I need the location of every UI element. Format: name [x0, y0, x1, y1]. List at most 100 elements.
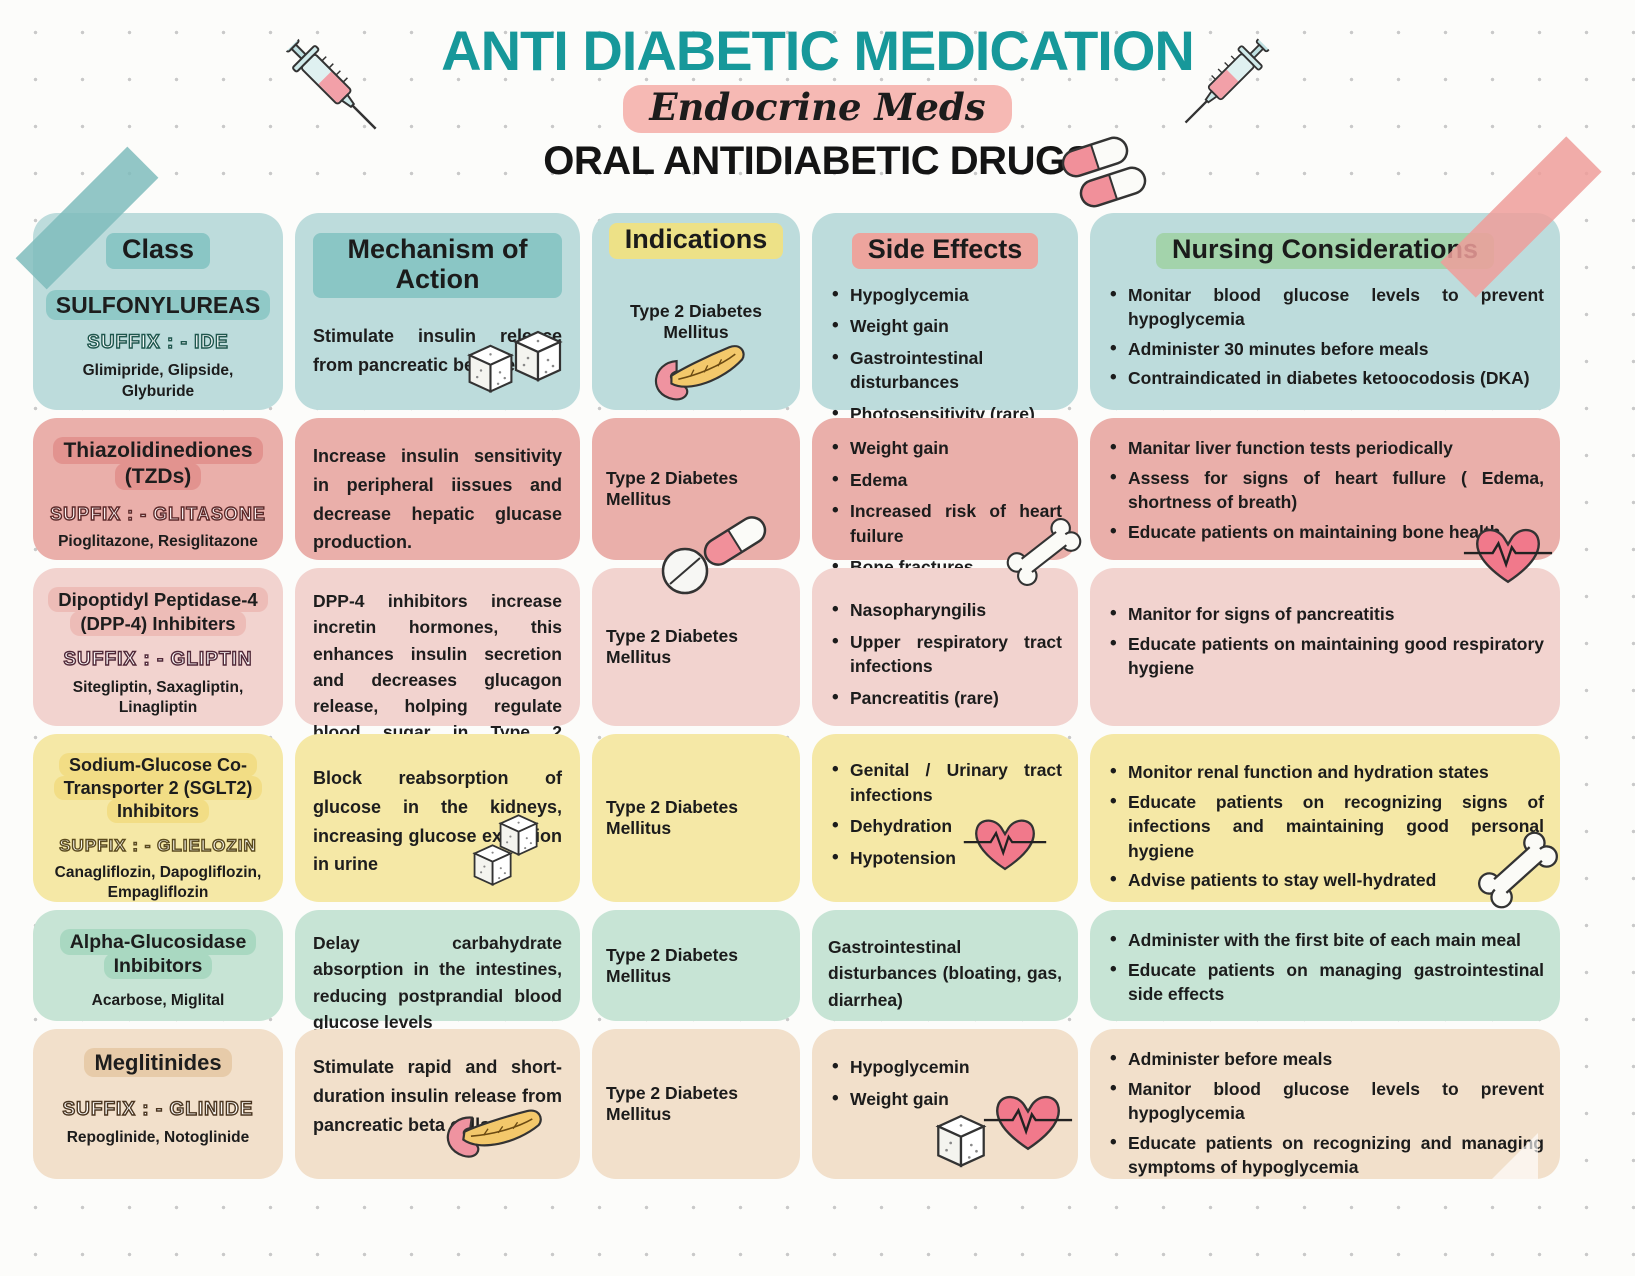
- heart-ecg-icon: [982, 1095, 1074, 1150]
- side-effect-item: Gastrointestinal disturbances: [828, 345, 1062, 395]
- cell-sulfonylureas-class: Class SULFONYLUREAS SUFFIX : - IDE Glimi…: [33, 213, 283, 410]
- indication-text: Type 2 Diabetes Mellitus: [606, 944, 738, 986]
- side-effects-list: Nasopharyngilis Upper respiratory tract …: [828, 597, 1062, 711]
- cell-alpha-glucosidase-indications: Type 2 Diabetes Mellitus: [592, 910, 800, 1021]
- sugar-cubes-icon: [468, 330, 562, 393]
- side-effect-item: Pancreatitis (rare): [828, 685, 1062, 711]
- side-effects-list: Genital / Urinary tract infections Dehyd…: [828, 757, 1062, 871]
- cell-sglt2-side-effects: Genital / Urinary tract infections Dehyd…: [812, 734, 1078, 902]
- nursing-item: Manitor blood glucose levels to prevent …: [1106, 1076, 1544, 1126]
- class-title: Alpha-Glucosidase Inbibitors: [45, 929, 271, 980]
- side-effects-text: Gastrointestinal disturbances (bloating,…: [828, 937, 1062, 1010]
- indication-text: Type 2 Diabetes Mellitus: [606, 468, 738, 509]
- column-header-class-label: Class: [105, 233, 211, 269]
- cell-tzd-mechanism: Increase insulin sensitivity in peripher…: [295, 418, 580, 560]
- cell-tzd-side-effects: Weight gain Edema Increased risk of hear…: [812, 418, 1078, 580]
- nursing-list: Monitor renal function and hydration sta…: [1106, 759, 1544, 893]
- class-title: Dipoptidyl Peptidase-4 (DPP-4) Inhibiter…: [45, 587, 271, 636]
- cell-dpp4-class: Dipoptidyl Peptidase-4 (DPP-4) Inhibiter…: [33, 568, 283, 726]
- cell-sglt2-nursing: Monitor renal function and hydration sta…: [1090, 734, 1560, 902]
- column-header-side-effects-label: Side Effects: [851, 233, 1039, 269]
- suffix-label: SUFFIX : - GLINIDE: [62, 1098, 254, 1120]
- cell-dpp4-side-effects: Nasopharyngilis Upper respiratory tract …: [812, 568, 1078, 726]
- subtitle-wrap: Endocrine Meds: [0, 84, 1635, 133]
- side-effect-item: Hypoglycemia: [828, 282, 1062, 308]
- cell-dpp4-mechanism: DPP-4 inhibitors increase incretin hormo…: [295, 568, 580, 769]
- subheading: ORAL ANTIDIABETIC DRUGS: [543, 138, 1092, 183]
- heart-ecg-icon: [1462, 528, 1554, 583]
- nursing-list: Manitar liver function tests periodicall…: [1106, 435, 1544, 545]
- indication-text: Type 2 Diabetes Mellitus: [606, 1083, 738, 1124]
- indication-text: Type 2 Diabetes Mellitus: [606, 797, 738, 838]
- cell-alpha-glucosidase-class: Alpha-Glucosidase Inbibitors Acarbose, M…: [33, 910, 283, 1021]
- pancreas-icon: [444, 1098, 543, 1168]
- side-effect-item: Dehydration: [828, 813, 1062, 839]
- nursing-item: Manitor for signs of pancreatitis: [1106, 601, 1544, 627]
- tablet-capsule-icon: [661, 512, 772, 595]
- suffix-label: SUFFIX : - IDE: [86, 332, 229, 354]
- cell-tzd-indications: Type 2 Diabetes Mellitus: [592, 418, 800, 560]
- cell-sglt2-class: Sodium-Glucose Co-Transporter 2 (SGLT2) …: [33, 734, 283, 902]
- mechanism-text: Stimulate rapid and short-duration insul…: [313, 1057, 562, 1135]
- cell-dpp4-indications: Type 2 Diabetes Mellitus: [592, 568, 800, 726]
- nursing-item: Educate patients on recognizing and mana…: [1106, 1130, 1544, 1180]
- nursing-list: Administer before meals Manitor blood gl…: [1106, 1046, 1544, 1180]
- nursing-list: Manitor for signs of pancreatitis Educat…: [1106, 601, 1544, 681]
- side-effect-item: Upper respiratory tract infections: [828, 629, 1062, 679]
- cell-meglitinides-indications: Type 2 Diabetes Mellitus: [592, 1029, 800, 1179]
- column-header-indications: Indications: [606, 213, 786, 259]
- column-header-indications-label: Indications: [608, 223, 784, 259]
- suffix-label: SUPFIX : - GLITASONE: [49, 503, 266, 524]
- heart-ecg-icon: [962, 819, 1048, 871]
- column-header-mechanism-label: Mechanism of Action: [313, 233, 562, 299]
- nursing-item: Educate patients on maintaining bone hea…: [1106, 519, 1544, 545]
- nursing-item: Administer 30 minutes before meals: [1106, 336, 1544, 362]
- cell-meglitinides-nursing: Administer before meals Manitor blood gl…: [1090, 1029, 1560, 1179]
- nursing-item: Administer with the first bite of each m…: [1106, 927, 1544, 953]
- sugar-cubes-icon: [473, 814, 538, 886]
- nursing-item: Monitor renal function and hydration sta…: [1106, 759, 1544, 785]
- indication-text: Type 2 Diabetes Mellitus: [630, 300, 762, 342]
- side-effects-list: Hypoglycemin Weight gain: [828, 1054, 1062, 1112]
- side-effect-item: Nasopharyngilis: [828, 597, 1062, 623]
- side-effect-item: Weight gain: [828, 313, 1062, 339]
- class-title: SULFONYLUREAS: [45, 289, 271, 320]
- nursing-list: Monitar blood glucose levels to prevent …: [1106, 282, 1544, 392]
- drug-examples: Glimipride, Glipside, Glyburide: [82, 362, 234, 400]
- drug-examples: Canagliflozin, Dapogliflozin, Empagliflo…: [54, 864, 262, 902]
- cell-sglt2-indications: Type 2 Diabetes Mellitus: [592, 734, 800, 902]
- nursing-item: Monitar blood glucose levels to prevent …: [1106, 282, 1544, 332]
- subtitle-highlight: Endocrine Meds: [623, 84, 1012, 133]
- cell-tzd-class: Thiazolidinediones (TZDs) SUPFIX : - GLI…: [33, 418, 283, 560]
- class-title: Meglitinides: [45, 1048, 271, 1077]
- drug-examples: Pioglitazone, Resiglitazone: [58, 532, 258, 550]
- page-header: ANTI DIABETIC MEDICATION Endocrine Meds …: [0, 19, 1635, 184]
- cell-sulfonylureas-side-effects: Side Effects Hypoglycemia Weight gain Ga…: [812, 213, 1078, 427]
- side-effect-item: Hypotension: [828, 845, 1062, 871]
- side-effect-item: Weight gain: [828, 1086, 1062, 1112]
- pancreas-icon: [654, 345, 745, 401]
- drug-examples: Acarbose, Miglital: [91, 991, 225, 1009]
- side-effects-list: Hypoglycemia Weight gain Gastrointestina…: [828, 282, 1062, 427]
- column-header-nursing-label: Nursing Considerations: [1155, 233, 1495, 269]
- side-effect-item: Increased risk of heart fuilure: [828, 498, 1062, 548]
- nursing-item: Contraindicated in diabetes ketoocodosis…: [1106, 365, 1544, 391]
- mechanism-text: Increase insulin sensitivity in peripher…: [313, 446, 562, 553]
- suffix-label: SUFFIX : - GLIPTIN: [63, 648, 253, 670]
- side-effect-item: Edema: [828, 467, 1062, 493]
- nursing-item: Administer before meals: [1106, 1046, 1544, 1072]
- nursing-item: Educate patients on maintaining good res…: [1106, 631, 1544, 681]
- indication-text: Type 2 Diabetes Mellitus: [606, 626, 738, 667]
- cell-alpha-glucosidase-nursing: Administer with the first bite of each m…: [1090, 910, 1560, 1021]
- mechanism-text: DPP-4 inhibitors increase incretin hormo…: [313, 591, 562, 769]
- suffix-label: SUPFIX : - GLIELOZIN: [59, 835, 257, 855]
- pill-capsules-icon: [1058, 136, 1150, 210]
- class-title: Sodium-Glucose Co-Transporter 2 (SGLT2) …: [45, 753, 271, 823]
- page-title: ANTI DIABETIC MEDICATION: [441, 19, 1195, 82]
- cell-alpha-glucosidase-side-effects: Gastrointestinal disturbances (bloating,…: [812, 910, 1078, 1021]
- drug-examples: Sitegliptin, Saxagliptin, Linagliptin: [72, 679, 244, 717]
- column-header-side-effects: Side Effects: [828, 223, 1062, 269]
- column-header-nursing: Nursing Considerations: [1106, 223, 1544, 269]
- side-effect-item: Weight gain: [828, 435, 1062, 461]
